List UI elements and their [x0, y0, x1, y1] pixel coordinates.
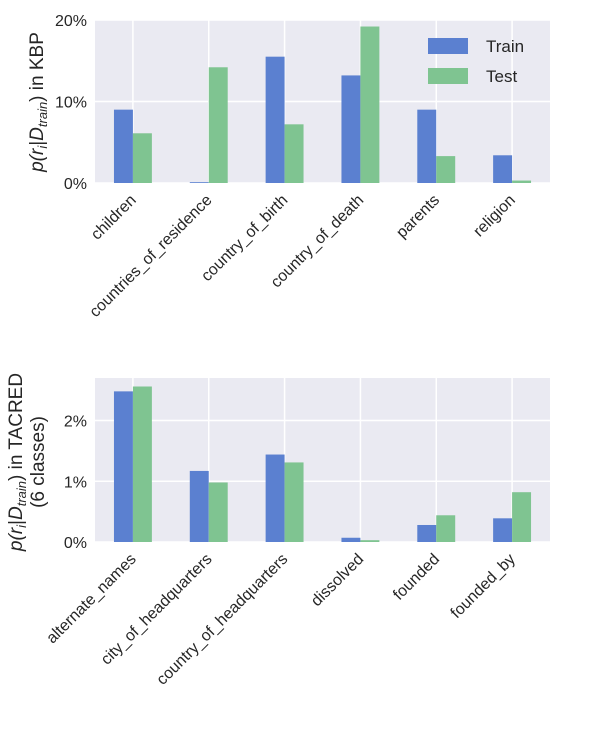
y-tick-label: 10% [55, 95, 87, 112]
kbp-bars [113, 26, 532, 183]
x-tick-label: country_of_headquarters [154, 551, 292, 689]
bar-train-city_of_headquarters [189, 470, 209, 542]
legend-test-label: Test [486, 67, 517, 86]
bar-train-parents [417, 109, 437, 183]
legend-train-label: Train [486, 37, 524, 56]
x-tick-label: religion [470, 192, 519, 241]
bar-test-dissolved [360, 540, 380, 542]
tacred-chart: 0% 1% 2% alternate_namescity_of_headquarte… [6, 373, 550, 689]
bar-train-alternate_names [113, 391, 133, 542]
bar-train-countries_of_residence [189, 182, 209, 183]
y-tick-label: 0% [64, 535, 87, 552]
tacred-y-axis-label-line2: (6 classes) [28, 416, 49, 508]
x-tick-label: parents [393, 192, 443, 242]
bar-train-country_of_headquarters [265, 454, 285, 542]
bar-test-religion [512, 180, 532, 183]
bar-test-parents [436, 156, 456, 183]
bar-test-country_of_birth [284, 124, 304, 183]
tacred-bars [113, 386, 532, 542]
kbp-x-ticks: childrencountries_of_residencecountry_of… [87, 192, 519, 321]
tacred-plot-area [95, 378, 550, 542]
x-tick-label: children [88, 192, 140, 244]
bar-train-children [113, 109, 133, 183]
bar-test-founded_by [512, 492, 532, 542]
x-tick-label: founded [390, 551, 443, 604]
y-tick-label: 2% [64, 414, 87, 431]
bar-train-country_of_birth [265, 56, 285, 183]
bar-test-founded [436, 515, 456, 542]
legend-test-swatch [428, 68, 468, 84]
x-tick-label: founded_by [448, 551, 519, 622]
bar-train-country_of_death [341, 75, 361, 183]
bar-train-founded [417, 524, 437, 542]
bar-train-dissolved [341, 537, 361, 542]
tacred-y-ticks: 0% 1% 2% [64, 414, 87, 552]
kbp-y-axis-label: p(ri|Dtrain) in KBP [27, 32, 50, 173]
x-tick-label: dissolved [308, 551, 367, 610]
bar-test-country_of_headquarters [284, 462, 304, 542]
legend: Train Test [428, 37, 524, 86]
bar-train-founded_by [493, 518, 513, 542]
bar-test-city_of_headquarters [208, 482, 228, 542]
tacred-x-ticks: alternate_namescity_of_headquarterscount… [43, 551, 518, 689]
bar-test-children [132, 133, 152, 183]
kbp-y-ticks: 0% 10% 20% [55, 13, 87, 193]
y-tick-label: 20% [55, 13, 87, 30]
bar-test-countries_of_residence [208, 67, 228, 183]
tacred-y-axis-label: p(ri|Dtrain) in TACRED [6, 373, 29, 552]
kbp-chart: 0% 10% 20% childrencountries_of_residencec… [27, 13, 550, 321]
y-tick-label: 0% [64, 176, 87, 193]
bar-test-country_of_death [360, 26, 380, 183]
x-tick-label: countries_of_residence [87, 192, 216, 321]
bar-test-alternate_names [132, 386, 152, 542]
bar-train-religion [493, 155, 513, 183]
y-tick-label: 1% [64, 474, 87, 491]
legend-train-swatch [428, 38, 468, 54]
